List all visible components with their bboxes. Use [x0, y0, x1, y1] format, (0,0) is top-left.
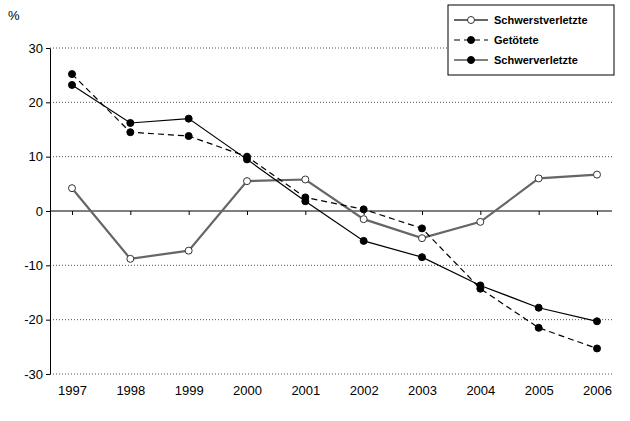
point	[185, 247, 192, 254]
legend-item: Schwerstverletzte	[454, 14, 588, 26]
x-tick-mark	[422, 211, 423, 215]
legend-item: Getötete	[454, 34, 539, 46]
y-tick-label: -10	[24, 258, 43, 273]
x-tick-label: 2002	[350, 383, 379, 398]
y-tick: 0	[36, 204, 50, 219]
x-tick-label: 2005	[525, 383, 554, 398]
point	[244, 156, 251, 163]
y-tick-mark	[46, 265, 50, 266]
plot-area	[69, 71, 601, 352]
x-tick-label: 1998	[116, 383, 145, 398]
y-tick-label: -30	[24, 367, 43, 382]
y-tick-label: -20	[24, 312, 43, 327]
y-tick: -20	[24, 312, 50, 327]
y-tick-mark	[46, 320, 50, 321]
point	[69, 81, 76, 88]
x-tick-label: 2004	[466, 383, 495, 398]
x-tick-label: 2003	[408, 383, 437, 398]
grid-line	[50, 265, 612, 266]
y-tick-mark	[46, 157, 50, 158]
x-tick-label: 2006	[583, 383, 612, 398]
y-tick-mark	[46, 211, 50, 212]
x-tick-mark	[247, 211, 248, 215]
y-tick: -10	[24, 258, 50, 273]
x-tick: 2000	[233, 211, 262, 398]
x-tick-mark	[189, 211, 190, 215]
x-tick-label: 1997	[58, 383, 87, 398]
y-tick-label: 0	[36, 204, 43, 219]
x-tick-mark	[305, 211, 306, 215]
point	[360, 206, 367, 213]
series-line	[72, 175, 597, 259]
y-tick: 30	[29, 41, 50, 56]
point	[69, 185, 76, 192]
y-tick-mark	[46, 48, 50, 49]
x-tick: 1997	[58, 211, 87, 398]
x-tick: 2001	[291, 211, 320, 398]
point	[360, 216, 367, 223]
x-tick-mark	[597, 211, 598, 215]
point	[302, 176, 309, 183]
point	[594, 318, 601, 325]
x-tick: 2004	[466, 211, 495, 398]
point	[535, 175, 542, 182]
y-tick: 10	[29, 149, 50, 164]
y-tick-label: 20	[29, 95, 43, 110]
legend-marker	[468, 57, 475, 64]
point	[535, 324, 542, 331]
point	[477, 218, 484, 225]
point	[127, 119, 134, 126]
x-tick: 2003	[408, 211, 437, 398]
x-tick: 2006	[583, 211, 612, 398]
grid-line	[50, 156, 612, 157]
point	[535, 304, 542, 311]
point	[419, 254, 426, 261]
point	[244, 178, 251, 185]
legend-label: Schwerstverletzte	[494, 14, 588, 26]
x-tick-mark	[480, 211, 481, 215]
legend: Schwerstverletzte Getötete Schwerverletzte	[448, 5, 614, 75]
y-tick-label: 30	[29, 41, 43, 56]
grid-line	[50, 374, 612, 375]
y-axis: -30 -20 -10 0 10 20 30	[24, 41, 50, 382]
x-tick-mark	[130, 211, 131, 215]
point	[360, 237, 367, 244]
legend-label: Schwerverletzte	[494, 54, 578, 66]
zero-line	[50, 211, 612, 212]
point	[594, 345, 601, 352]
y-tick: 20	[29, 95, 50, 110]
y-axis-title: %	[8, 8, 20, 23]
point	[127, 129, 134, 136]
point	[185, 133, 192, 140]
series-line	[72, 74, 597, 348]
series-line	[72, 85, 597, 321]
x-tick-mark	[539, 211, 540, 215]
legend-marker	[468, 37, 475, 44]
legend-label: Getötete	[494, 34, 539, 46]
point	[419, 235, 426, 242]
y-tick-mark	[46, 102, 50, 103]
point	[302, 198, 309, 205]
point	[185, 115, 192, 122]
x-tick: 1998	[116, 211, 145, 398]
point	[419, 225, 426, 232]
x-tick-label: 2000	[233, 383, 262, 398]
x-tick-label: 1999	[175, 383, 204, 398]
y-tick: -30	[24, 367, 50, 382]
chart: -30 -20 -10 0 10 20 30 1997 1998 1999 2000 2001 2002…	[0, 0, 630, 421]
y-tick-mark	[46, 374, 50, 375]
legend-box	[448, 5, 614, 75]
legend-marker	[468, 17, 475, 24]
x-tick: 2002	[350, 211, 379, 398]
point	[477, 282, 484, 289]
point	[69, 71, 76, 78]
legend-item: Schwerverletzte	[454, 54, 578, 66]
x-tick-mark	[72, 211, 73, 215]
grid-line	[50, 102, 612, 103]
grid	[50, 48, 612, 374]
y-tick-label: 10	[29, 149, 43, 164]
x-tick-label: 2001	[291, 383, 320, 398]
point	[127, 255, 134, 262]
point	[594, 171, 601, 178]
